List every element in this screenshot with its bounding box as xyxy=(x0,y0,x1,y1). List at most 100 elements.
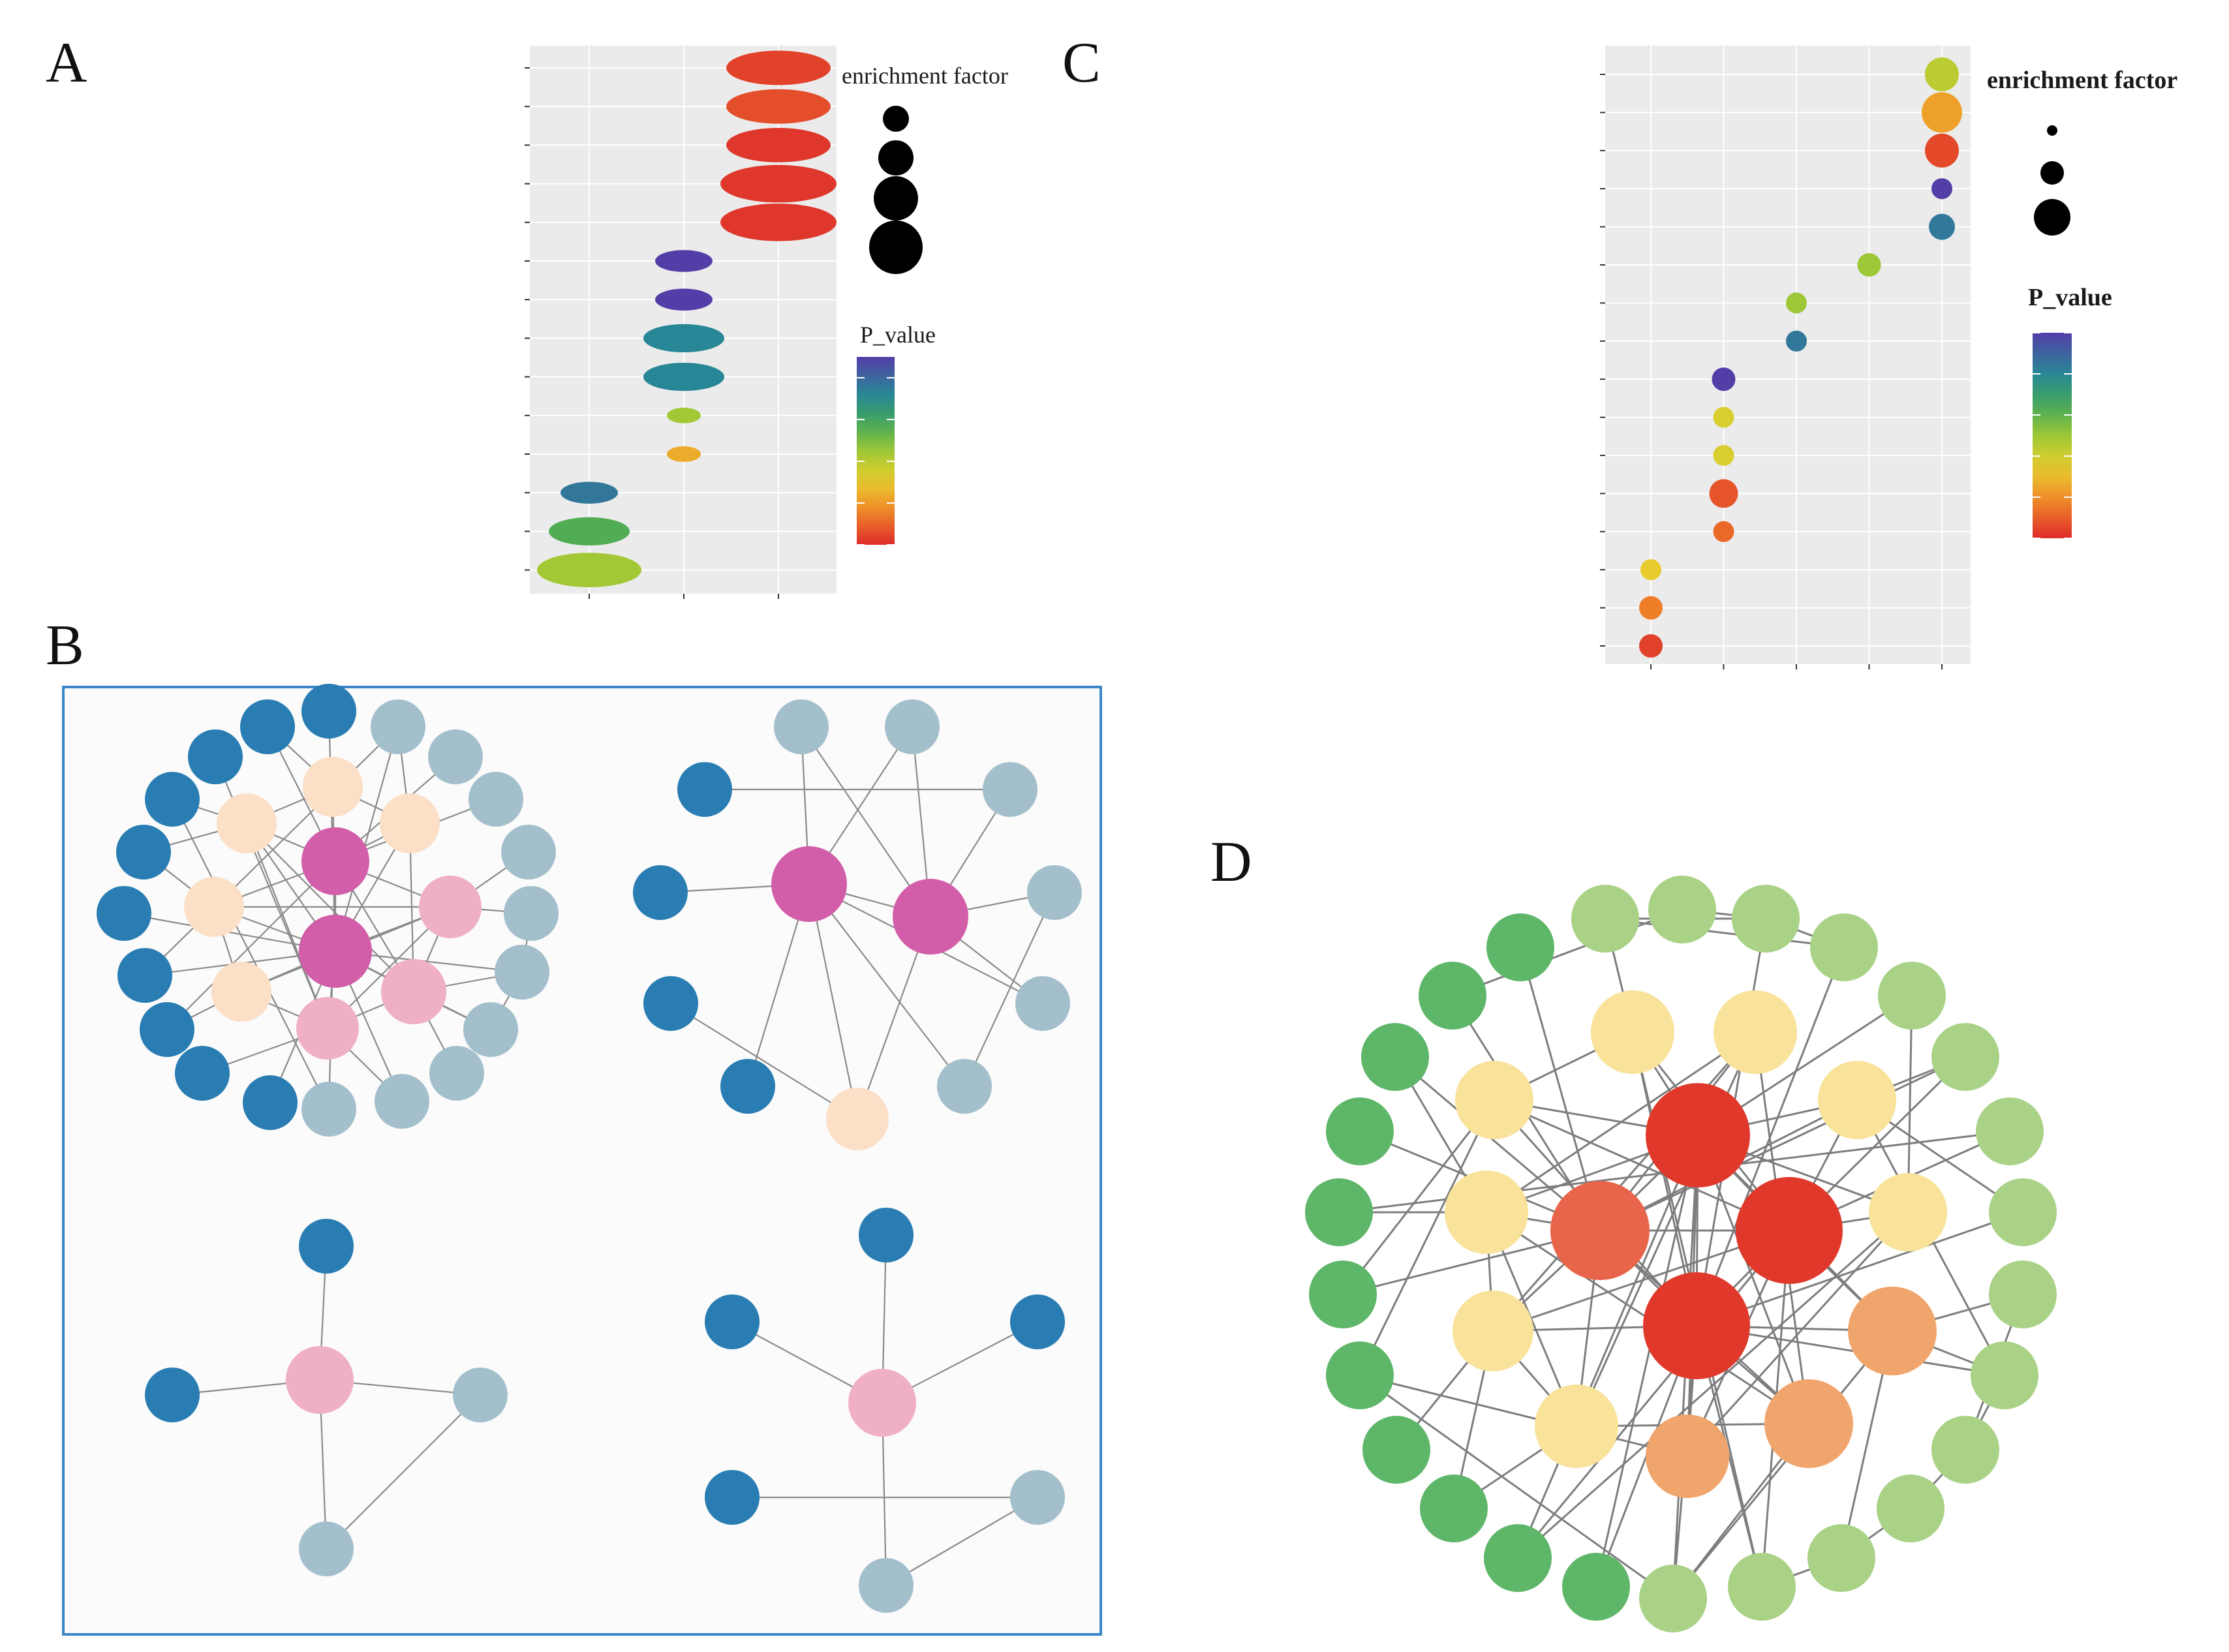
b-edge-bmp7-rae1 xyxy=(172,799,330,1110)
b-node-e4f1 xyxy=(893,879,968,955)
c-point-cushing-syndrome xyxy=(1640,559,1661,581)
a-point-primary-metabolic-process xyxy=(667,407,701,423)
b-node-rtf2 xyxy=(859,1558,914,1613)
b-node-casp8 xyxy=(419,876,482,938)
b-node-yod1 xyxy=(643,976,698,1031)
d-node-il20 xyxy=(1484,1524,1552,1592)
d-edge-ifng-cav1 xyxy=(1494,1099,1790,1232)
d-edge-rock1-nos1 xyxy=(1359,1374,1674,1600)
c-point-ampk-signaling-pathway xyxy=(1712,367,1736,391)
b-node-asz1 xyxy=(859,1208,914,1262)
b-node-wnt2 xyxy=(371,699,425,754)
d-edge-ndufb3-atp6v0c xyxy=(1492,1032,1757,1332)
b-node-rae1 xyxy=(301,1082,356,1137)
b-node-ccnf xyxy=(469,772,523,827)
a-point-death-inducing-signaling-complex xyxy=(561,482,618,504)
panel-a-points xyxy=(537,50,837,587)
d-node-pdpk1 xyxy=(1989,1178,2057,1246)
b-node-slc9a3r2 xyxy=(771,846,847,922)
a-point-response-to-diacyl-bacterial-lipopeptide xyxy=(655,250,713,272)
b-node-rock1 xyxy=(375,1074,429,1129)
b-node-mc3r xyxy=(299,1219,354,1274)
b-node-capza2 xyxy=(429,1046,484,1101)
a-point-ripoptosome xyxy=(549,517,630,546)
b-node-cdk14 xyxy=(243,1075,298,1130)
panel-label-a: A xyxy=(46,31,87,95)
b-node-snrpd1 xyxy=(428,729,483,784)
b-node-npepl1 xyxy=(1010,1470,1065,1525)
d-node-il22 xyxy=(1869,1173,1947,1251)
panel-c-legend: enrichment factor P_value xyxy=(1987,67,2177,539)
c-point-ubiquinone-and-other-terpenoid-quinone xyxy=(1925,57,1959,91)
a-point-triglyceride-transport xyxy=(643,324,724,352)
d-node-bmp7 xyxy=(1486,913,1554,981)
a-point-butyrate-coa-ligase-activity xyxy=(720,164,837,203)
b-node-casp10 xyxy=(184,877,244,937)
b-node-mdm2 xyxy=(381,959,446,1024)
b-node-rap1b xyxy=(299,915,372,988)
b-node-pkd1 xyxy=(188,729,243,784)
d-node-mios xyxy=(1807,1524,1875,1592)
panel-c-color-legend-title: P_value xyxy=(2028,284,2112,311)
a-point-acyl-coa-ligase-activity xyxy=(726,128,831,162)
d-edge-cav1-cav2 xyxy=(1342,1099,1496,1295)
b-edge-slc9a3r2-phtf2 xyxy=(808,883,859,1120)
b-node-gnptg xyxy=(1027,865,1082,920)
panel-b-nodes xyxy=(97,684,1082,1613)
panel-c-pathway-labels xyxy=(1600,74,1605,647)
b-node-spo11 xyxy=(705,1294,760,1349)
c-point-oxidative-phosphorylation xyxy=(1931,178,1952,200)
panel-a-size-legend-title: enrichment factor xyxy=(842,63,1008,89)
d-node-telo2 xyxy=(1326,1097,1394,1165)
a-point-acylglycerol-transport xyxy=(643,363,724,391)
b-node-tfap2c xyxy=(145,1368,200,1422)
b-node-hgf xyxy=(463,1002,518,1057)
panel-d-nodes xyxy=(1305,876,2057,1632)
d-node-il24 xyxy=(1646,1415,1729,1498)
panel-a-legend: enrichment factor P_value xyxy=(842,63,1008,545)
d-node-ifng xyxy=(1736,1177,1843,1284)
b-edge-nup107-nthl1 xyxy=(166,861,336,1030)
c-point-vitamin-b6-metabolism xyxy=(1922,92,1962,133)
b-node-cav2 xyxy=(504,886,559,941)
b-edge-npepl1-rtf2 xyxy=(885,1497,1038,1586)
c-color-legend-bar xyxy=(2033,333,2072,538)
d-node-cacna2d1 xyxy=(1305,1178,1373,1246)
panel-c-category-labels xyxy=(1650,664,1943,669)
b-node-pfkfb2 xyxy=(1015,976,1070,1031)
d-edge-il24-nos1 xyxy=(1359,1374,1688,1458)
b-node-stx16-npepl1 xyxy=(705,1470,760,1525)
a-point-cd95-death-inducing-signaling-complex xyxy=(537,553,641,587)
d-node-il19 xyxy=(1878,962,1946,1030)
c-point-focal-adhesion xyxy=(1786,292,1807,314)
d-node-gngt1 xyxy=(1931,1416,1999,1484)
d-node-mlst8 xyxy=(1550,1181,1650,1280)
d-edge-il10-cd36 xyxy=(1595,1135,1699,1587)
d-edge-casp8-rock1 xyxy=(1672,1330,1894,1599)
c-point-c-type-lectin-receptor-signaling-pathway xyxy=(1857,253,1881,277)
b-edge-slc9a3r2-lpar2 xyxy=(808,883,965,1087)
d-node-erbb4 xyxy=(1728,1553,1796,1621)
b-node-rassf5 xyxy=(303,757,363,817)
d-node-rap1b xyxy=(1931,1023,1999,1091)
a-point-aldehyde-oxidase-activity xyxy=(726,89,831,124)
c-point-abc-transporters xyxy=(1709,479,1738,508)
b-node-nup107 xyxy=(301,827,369,895)
b-node-nthl1 xyxy=(140,1002,194,1057)
a-size-legend-dot xyxy=(878,140,914,176)
b-node-amdhd2 xyxy=(175,1046,230,1101)
a-size-legend-dot xyxy=(874,176,918,221)
b-node-dyrk2 xyxy=(380,793,440,853)
panel-a-term-labels xyxy=(525,67,530,571)
d-node-ndufa13 xyxy=(1764,1379,1853,1468)
a-point-fatty-acyl-coa-synthase-activity xyxy=(720,204,837,241)
d-node-lpar2 xyxy=(1989,1261,2057,1328)
a-point-xanthine-dehydrogenase-activity xyxy=(726,50,831,85)
panel-a-color-legend-title: P_value xyxy=(860,322,936,348)
d-edge-hgf-pdpk1 xyxy=(1696,1211,2023,1327)
c-size-legend-dot xyxy=(2040,161,2064,185)
c-point-tyrosine-metabolism xyxy=(1929,213,1955,240)
d-node-ndufb10 xyxy=(1535,1384,1618,1468)
b-node-phtf2 xyxy=(826,1088,889,1150)
b-node-gfer xyxy=(885,699,940,754)
